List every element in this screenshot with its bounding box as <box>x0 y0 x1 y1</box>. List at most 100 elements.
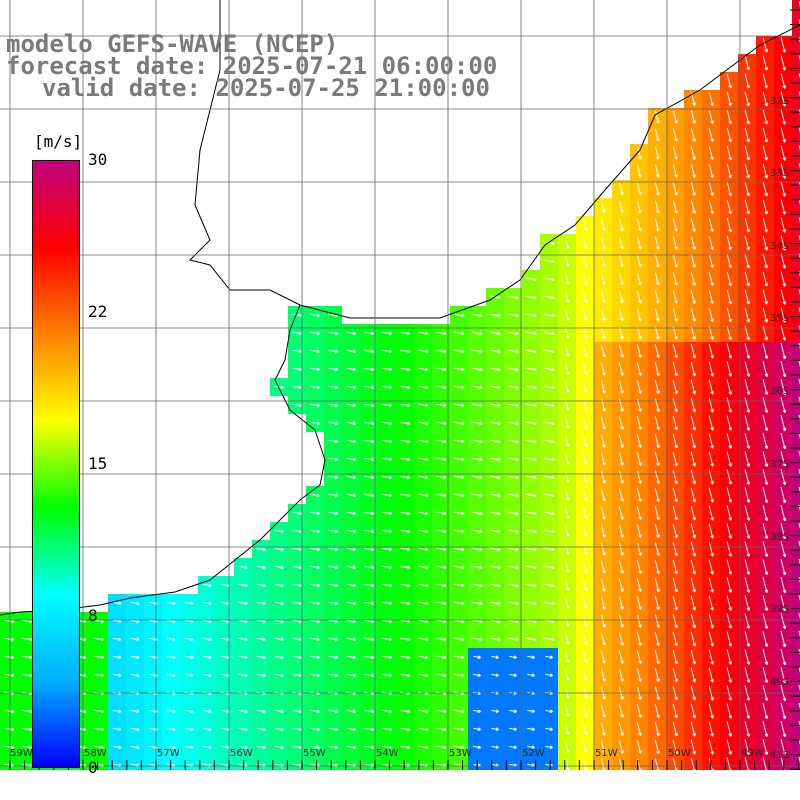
wind-arrow <box>565 471 570 483</box>
wind-arrow <box>435 655 447 660</box>
wind-cell <box>792 360 800 378</box>
wind-cell <box>792 450 800 468</box>
wind-arrow <box>654 578 660 593</box>
wind-arrow <box>690 613 697 629</box>
wind-arrow <box>453 655 465 660</box>
wind-arrow <box>708 164 714 179</box>
wind-arrow <box>726 236 732 251</box>
wind-arrow <box>600 722 606 736</box>
wind-arrow <box>672 469 678 485</box>
wind-arrow <box>525 403 537 408</box>
wind-arrow <box>600 452 606 466</box>
wind-arrow <box>708 739 715 755</box>
wind-arrow <box>726 254 732 269</box>
wind-arrow <box>565 273 570 285</box>
model-title: modelo GEFS-WAVE (NCEP) <box>6 30 339 58</box>
wind-arrow <box>672 667 678 683</box>
wind-arrow <box>525 313 537 318</box>
wind-arrow <box>166 673 176 678</box>
wind-arrow <box>381 655 393 660</box>
wind-arrow <box>292 367 303 372</box>
wind-arrow <box>184 709 194 714</box>
wind-arrow <box>636 452 642 466</box>
wind-arrow <box>346 457 357 462</box>
wind-arrow <box>583 291 588 303</box>
wind-arrow <box>399 727 411 732</box>
wind-arrow <box>417 673 429 678</box>
wind-arrow <box>654 524 660 539</box>
wind-arrow <box>708 667 715 683</box>
wind-arrow <box>690 218 696 232</box>
wind-arrow <box>690 397 697 413</box>
wind-arrow <box>600 524 606 538</box>
wind-arrow <box>435 511 447 516</box>
wind-arrow <box>762 37 769 53</box>
wind-arrow <box>654 110 660 124</box>
wind-arrow <box>636 524 642 538</box>
wind-arrow <box>417 583 429 588</box>
wind-arrow <box>636 164 642 178</box>
wind-arrow <box>507 529 519 534</box>
wind-arrow <box>471 565 483 570</box>
wind-arrow <box>473 709 481 714</box>
wind-arrow <box>256 565 266 570</box>
wind-arrow <box>672 595 678 611</box>
wind-arrow <box>744 595 751 611</box>
wind-arrow <box>489 565 501 570</box>
wind-arrow <box>636 470 642 484</box>
wind-arrow <box>381 349 393 354</box>
wind-arrow <box>600 434 606 448</box>
wind-cell <box>792 288 800 306</box>
wind-arrow <box>328 349 339 354</box>
wind-arrow <box>654 722 660 737</box>
wind-arrow <box>690 290 696 304</box>
wind-arrow <box>346 673 357 678</box>
wind-arrow <box>471 349 483 354</box>
wind-arrow <box>726 326 732 341</box>
wind-arrow <box>256 601 266 606</box>
wind-arrow <box>618 722 624 736</box>
wind-arrow <box>202 583 212 588</box>
wind-arrow <box>654 434 660 449</box>
wind-arrow <box>636 254 642 268</box>
wind-arrow <box>565 651 570 663</box>
wind-arrow <box>690 541 697 557</box>
wind-arrow <box>672 182 678 196</box>
wind-arrow <box>583 309 588 321</box>
wind-arrow <box>130 673 140 678</box>
wind-arrow <box>93 727 105 732</box>
wind-arrow <box>346 565 357 570</box>
wind-arrow <box>130 709 140 714</box>
wind-arrow <box>399 457 411 462</box>
wind-arrow <box>489 637 501 642</box>
wind-arrow <box>274 547 284 552</box>
wind-arrow <box>600 578 606 592</box>
wind-cell <box>792 396 800 414</box>
wind-arrow <box>708 559 715 575</box>
wind-arrow <box>690 505 697 521</box>
wind-arrow <box>435 709 447 714</box>
wind-arrow <box>565 579 570 591</box>
wind-arrow <box>435 547 447 552</box>
wind-arrow <box>636 326 642 340</box>
wind-arrow <box>654 704 660 719</box>
wind-arrow <box>708 200 714 215</box>
wind-arrow <box>744 199 751 215</box>
wind-arrow <box>708 343 715 359</box>
wind-arrow <box>583 723 588 735</box>
wind-arrow <box>328 655 339 660</box>
lat-label: 40S <box>770 677 790 688</box>
wind-arrow <box>726 505 733 521</box>
wind-arrow <box>381 673 393 678</box>
wind-arrow <box>654 470 660 485</box>
wind-arrow <box>565 435 570 447</box>
wind-arrow <box>346 511 357 516</box>
wind-arrow <box>292 601 303 606</box>
wind-arrow <box>744 739 751 755</box>
wind-arrow <box>202 673 212 678</box>
wind-arrow <box>601 219 606 232</box>
wind-arrow <box>328 547 339 552</box>
wind-arrow <box>636 416 642 430</box>
wind-arrow <box>525 583 537 588</box>
wind-arrow <box>543 421 555 426</box>
